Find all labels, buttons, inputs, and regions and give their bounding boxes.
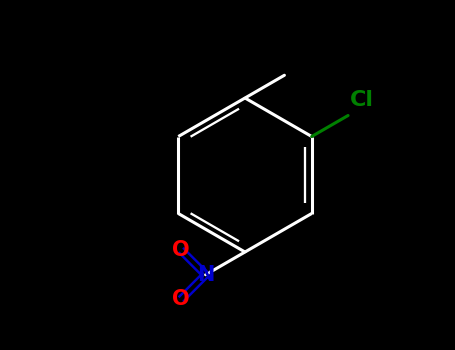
Text: Cl: Cl xyxy=(350,90,374,110)
Text: N: N xyxy=(197,265,214,285)
Text: O: O xyxy=(172,289,190,309)
Text: O: O xyxy=(172,240,190,260)
